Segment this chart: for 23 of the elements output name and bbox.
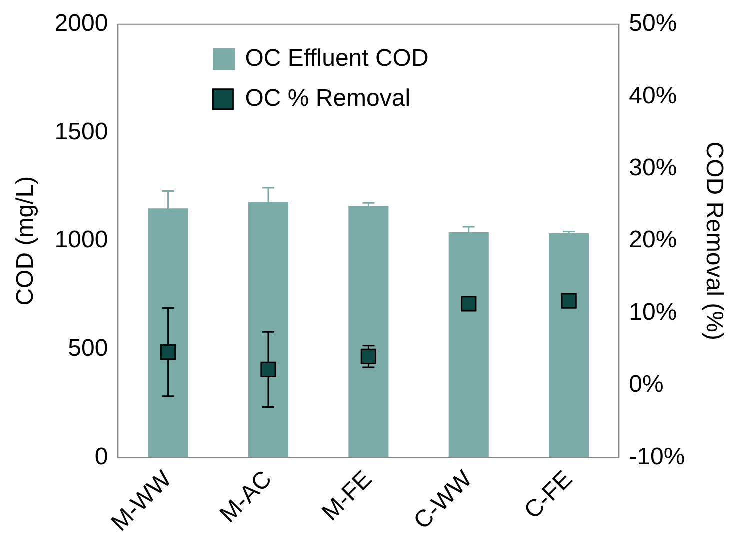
bar bbox=[348, 206, 389, 458]
y-tick-label: 1000 bbox=[54, 226, 108, 254]
y-axis-title: COD (mg/L) bbox=[12, 176, 40, 306]
y-tick-label: 1500 bbox=[54, 118, 108, 146]
legend-label: OC % Removal bbox=[245, 85, 411, 112]
point bbox=[260, 362, 276, 378]
y2-tick-label: 20% bbox=[629, 226, 678, 254]
point bbox=[561, 293, 577, 309]
y2-tick-label: 50% bbox=[629, 10, 678, 38]
bar bbox=[549, 234, 590, 458]
y-tick-label: 500 bbox=[68, 335, 108, 362]
point bbox=[160, 344, 176, 360]
point bbox=[360, 348, 377, 365]
y2-tick-label: 10% bbox=[629, 298, 678, 326]
y2-tick-label: 40% bbox=[629, 82, 678, 110]
y2-tick-label: 30% bbox=[629, 154, 678, 182]
legend-label: OC Effluent COD bbox=[245, 45, 429, 72]
y-tick-label: 0 bbox=[94, 443, 108, 470]
y-tick-label: 2000 bbox=[54, 10, 108, 38]
y2-tick-label: 0% bbox=[629, 371, 664, 398]
point bbox=[461, 296, 477, 312]
y2-axis-title: COD Removal (%) bbox=[700, 142, 728, 340]
y2-tick-label: -10% bbox=[629, 443, 686, 470]
